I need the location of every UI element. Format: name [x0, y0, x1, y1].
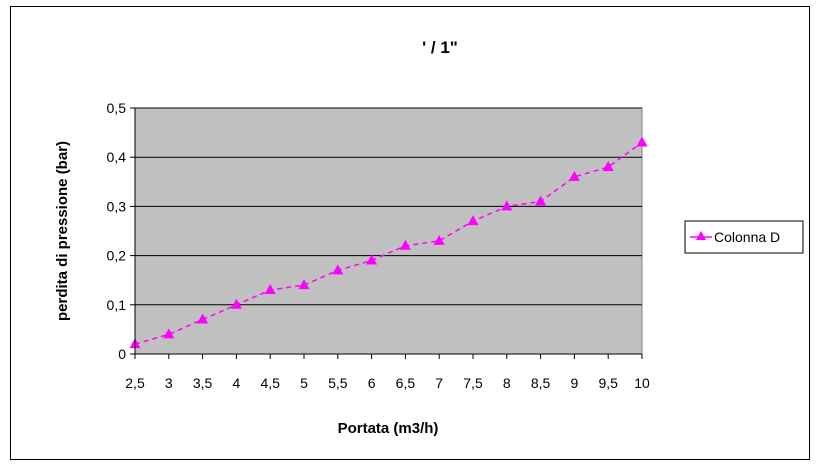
data-point-marker: [467, 215, 479, 226]
series-layer: [129, 136, 648, 349]
data-point-marker: [197, 313, 209, 324]
x-tick-label: 4: [233, 375, 241, 391]
x-tick-label: 6,5: [396, 375, 416, 391]
data-point-marker: [264, 284, 276, 295]
data-point-marker: [366, 254, 378, 265]
x-tick-label: 3: [165, 375, 173, 391]
data-point-marker: [163, 328, 175, 339]
x-tick-label: 8: [503, 375, 511, 391]
y-tick-label: 0,4: [107, 149, 127, 165]
x-tick-label: 5: [300, 375, 308, 391]
data-point-marker: [399, 239, 411, 250]
data-point-marker: [501, 200, 513, 211]
y-tick-label: 0,2: [107, 248, 127, 264]
x-tick-label: 3,5: [193, 375, 213, 391]
legend-label: Colonna D: [714, 229, 780, 245]
x-tick-label: 7,5: [463, 375, 483, 391]
x-tick-label: 6: [368, 375, 376, 391]
y-tick-label: 0,3: [107, 198, 127, 214]
chart-title: ' / 1": [422, 38, 458, 57]
x-tick-label: 7: [435, 375, 443, 391]
x-tick-label: 5,5: [328, 375, 348, 391]
data-point-marker: [568, 170, 580, 181]
x-tick-label: 8,5: [531, 375, 551, 391]
plot-area: [134, 107, 643, 355]
x-axis-title: Portata (m3/h): [338, 420, 439, 437]
series-line: [134, 141, 643, 345]
y-tick-label: 0: [118, 346, 126, 362]
x-tick-label: 9,5: [598, 375, 618, 391]
data-point-marker: [602, 161, 614, 172]
data-point-marker: [433, 234, 445, 245]
data-point-marker: [535, 195, 547, 206]
x-tick-label: 10: [634, 375, 650, 391]
grid-lines: [135, 107, 642, 306]
y-tick-label: 0,5: [107, 100, 127, 116]
data-point-marker: [230, 298, 242, 309]
data-point-marker: [298, 279, 310, 290]
y-tick-label: 0,1: [107, 297, 127, 313]
data-point-marker: [332, 264, 344, 275]
x-tick-label: 4,5: [260, 375, 280, 391]
legend: Colonna D: [684, 220, 804, 254]
y-axis-title: perdita di pressione (bar): [54, 141, 71, 321]
legend-marker-icon: [696, 231, 706, 240]
x-tick-label: 9: [571, 375, 579, 391]
data-point-marker: [636, 136, 648, 147]
x-axis-ticks: 2,5 3 3,5 4 4,5 5 5,5 6 6,5 7 7,5 8 8,5 9 9,5 10: [125, 354, 650, 391]
x-tick-label: 2,5: [125, 375, 145, 391]
y-axis-ticks: 0 0,1 0,2 0,3 0,4 0,5: [107, 100, 135, 362]
